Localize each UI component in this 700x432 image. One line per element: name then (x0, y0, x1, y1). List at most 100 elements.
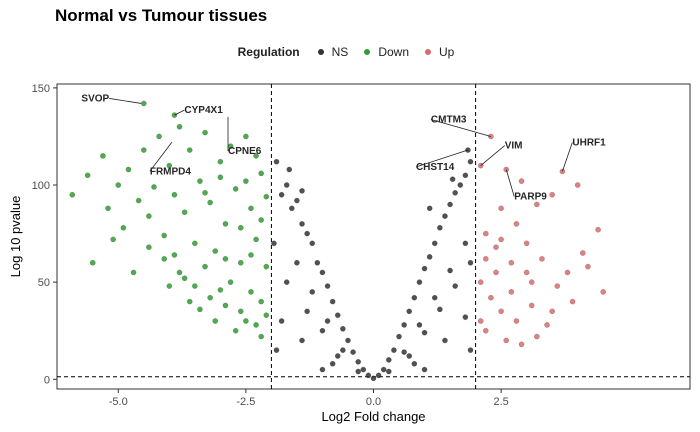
point-ns (273, 158, 280, 165)
point-down (166, 162, 173, 169)
point-up (477, 279, 484, 286)
point-down (166, 283, 173, 289)
point-up (508, 289, 515, 295)
point-ns (304, 230, 310, 237)
point-ns (447, 201, 453, 208)
point-ns (452, 189, 459, 196)
point-down (135, 197, 142, 204)
point-ns (452, 283, 459, 289)
point-ns (288, 205, 295, 212)
x-tick-label: -2.5 (236, 396, 255, 408)
point-down (217, 174, 224, 181)
point-ns (334, 353, 341, 359)
point-ns (271, 240, 277, 247)
annotation-leader (430, 119, 492, 137)
point-ns (309, 289, 316, 295)
point-ns (391, 347, 397, 353)
point-down (176, 269, 183, 276)
point-down (130, 269, 137, 276)
point-ns (431, 240, 438, 247)
point-down (181, 275, 188, 282)
point-up (534, 201, 540, 208)
point-down (146, 244, 152, 251)
point-ns (406, 353, 413, 359)
point-up (528, 302, 535, 309)
point-ns (278, 318, 285, 324)
point-ns (401, 349, 407, 355)
gene-label: CHST14 (416, 162, 455, 173)
point-down (197, 306, 203, 313)
annotation-leader (415, 149, 469, 168)
y-tick-label: 150 (32, 83, 50, 95)
point-down (243, 178, 249, 184)
annotation-leader (480, 145, 505, 166)
point-up (534, 333, 540, 340)
point-down (258, 298, 265, 305)
legend-dot-up (425, 49, 431, 55)
point-ns (385, 357, 392, 363)
x-axis-title: Log2 Fold change (321, 409, 425, 424)
point-up (528, 279, 535, 286)
point-down (253, 322, 259, 328)
point-down (263, 263, 270, 270)
y-tick-label: 100 (32, 180, 50, 192)
point-ns (465, 147, 471, 153)
point-up (513, 318, 520, 324)
point-ns (416, 322, 423, 328)
gene-label: VIM (505, 141, 523, 152)
point-down (222, 255, 229, 262)
point-ns (431, 294, 438, 301)
point-ns (324, 318, 331, 324)
point-ns (421, 366, 428, 373)
point-up (539, 255, 545, 262)
point-down (263, 312, 270, 319)
point-ns (457, 182, 464, 188)
annotation-leader (149, 142, 173, 172)
point-ns (437, 306, 443, 313)
point-down (212, 318, 219, 324)
point-down (84, 172, 91, 179)
point-ns (294, 197, 300, 204)
point-up (493, 244, 499, 251)
point-down (232, 186, 239, 192)
x-tick-label: 0.0 (366, 396, 381, 408)
point-up (600, 289, 607, 295)
point-up (513, 221, 520, 227)
point-ns (314, 259, 321, 266)
point-down (263, 193, 270, 200)
point-ns (462, 172, 469, 179)
point-down (253, 153, 259, 159)
point-up (569, 298, 576, 305)
legend-label-ns: NS (331, 45, 349, 59)
point-down (237, 224, 244, 231)
point-down (207, 294, 213, 301)
point-ns (467, 158, 474, 165)
legend-label-down: Down (378, 45, 409, 59)
point-ns (299, 221, 305, 227)
point-down (171, 191, 178, 198)
point-ns (370, 375, 377, 382)
axes: -5.0 -2.5 0.0 2.5 0 50 100 150 (32, 83, 691, 408)
point-up (595, 226, 601, 233)
point-ns (406, 308, 413, 315)
point-up (549, 308, 556, 315)
annotations: SVOP CYP4X1 FRMPD4 CPNE6 CHST14 CMTM3 VIM UHRF1… (81, 93, 606, 202)
point-ns (462, 240, 469, 247)
point-ns (462, 314, 469, 320)
point-up (523, 269, 530, 276)
point-ns (319, 269, 326, 276)
point-down (243, 133, 249, 140)
point-ns (304, 308, 310, 315)
point-up (523, 240, 530, 247)
point-down (217, 158, 224, 165)
point-up (477, 318, 484, 324)
point-down (100, 153, 106, 159)
point-ns (283, 279, 290, 286)
point-ns (380, 366, 387, 373)
point-ns (411, 360, 418, 367)
gene-label: PARP9 (514, 191, 547, 202)
point-down (186, 298, 193, 305)
point-ns (426, 205, 433, 212)
y-axis-title: Log 10 pvalue (8, 196, 23, 278)
